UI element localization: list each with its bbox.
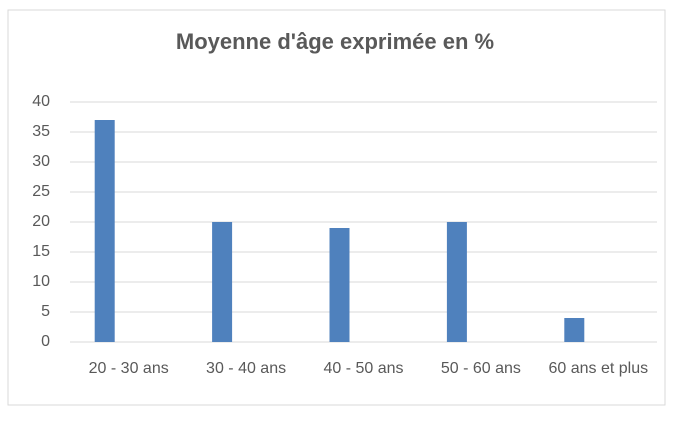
bar (329, 228, 350, 342)
x-tick-label: 40 - 50 ans (323, 360, 404, 377)
y-tick-label: 10 (32, 273, 50, 290)
bar (94, 120, 115, 342)
x-tick-label: 60 ans et plus (548, 360, 649, 377)
x-tick-label: 20 - 30 ans (88, 360, 169, 377)
y-tick-label: 40 (32, 93, 50, 110)
y-tick-label: 30 (32, 153, 50, 170)
bar (446, 222, 467, 342)
y-tick-label: 25 (32, 183, 50, 200)
y-tick-label: 20 (32, 213, 50, 230)
bar (564, 318, 585, 342)
x-tick-label: 50 - 60 ans (440, 360, 521, 377)
y-tick-label: 35 (32, 123, 50, 140)
x-tick-label: 30 - 40 ans (206, 360, 287, 377)
y-tick-label: 5 (41, 303, 50, 320)
y-tick-label: 0 (41, 333, 50, 350)
chart-title: Moyenne d'âge exprimée en % (176, 29, 494, 54)
y-tick-label: 15 (32, 243, 50, 260)
bar (212, 222, 233, 342)
